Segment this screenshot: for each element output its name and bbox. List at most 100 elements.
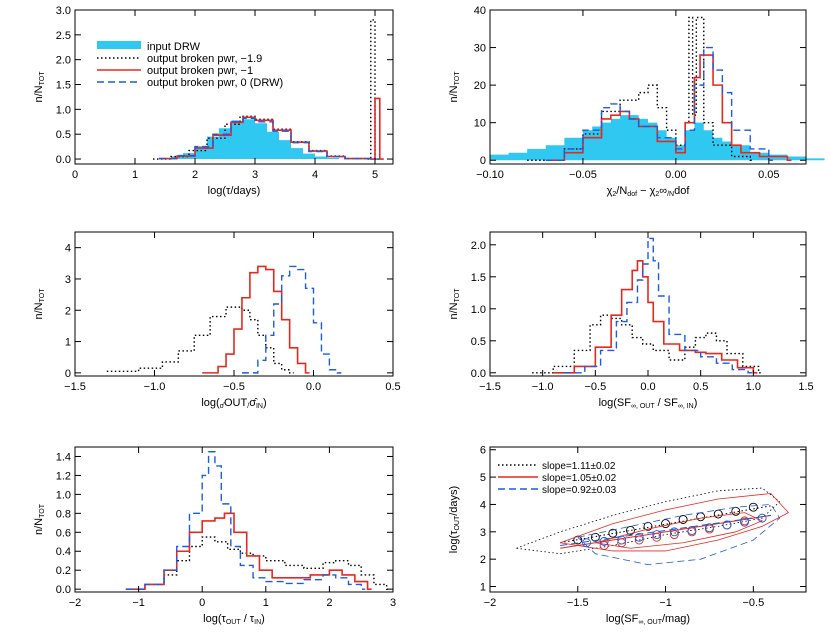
y-tick-label: 2: [480, 554, 486, 566]
y-tick-label: 1.0: [56, 104, 71, 116]
series-line-0: [532, 314, 763, 374]
axes-frame: [74, 9, 394, 165]
label-subscript: TOT: [39, 503, 46, 518]
series-line-2: [241, 265, 342, 374]
label-subscript: OUT: [226, 619, 242, 626]
series-line-1: [125, 512, 372, 590]
x-tick-label: 3: [390, 597, 396, 609]
label-subscript: 2: [655, 191, 659, 198]
axes-frame: [489, 9, 807, 165]
axes-frame: [74, 446, 394, 593]
label-subscript: IN: [254, 619, 261, 626]
y-tick-label: 3: [480, 527, 486, 539]
series-line-1: [553, 259, 758, 374]
x-tick-label: −1: [132, 597, 145, 609]
point-0-1: [590, 532, 600, 542]
y-tick-label: 0.0: [56, 154, 71, 166]
y-tick-label: 6: [480, 445, 486, 457]
legend-label: output broken pwr, 0 (DRW): [147, 77, 283, 89]
point-2-3: [634, 532, 644, 542]
y-axis-label: log(τOUT/days): [448, 486, 461, 553]
x-tick-label: 0.0: [640, 381, 655, 393]
y-tick-label: 0.2: [56, 565, 71, 577]
label-subscript: /N: [667, 191, 674, 198]
x-axis-label: log(τ/days): [208, 185, 261, 197]
x-tick-label: 1: [263, 597, 269, 609]
y-tick-label: 1: [480, 582, 486, 594]
y-tick-label: 40: [474, 5, 486, 17]
legend-label: slope=0.92±0.03: [542, 485, 617, 496]
label-subscript: IN: [256, 403, 263, 410]
point-2-1: [599, 536, 609, 546]
legend-label: input DRW: [147, 41, 201, 53]
y-tick-label: 0: [480, 155, 486, 167]
x-tick-label: 0: [199, 597, 205, 609]
y-axis-label: n/NTOT: [33, 503, 46, 535]
y-tick-label: 1.5: [56, 80, 71, 92]
fit-line-0: [560, 505, 771, 544]
point-0-10: [748, 502, 758, 512]
y-tick-label: 2.0: [471, 240, 486, 252]
label-subscript: 2: [612, 191, 616, 198]
y-tick-label: 2.5: [56, 30, 71, 42]
x-tick-label: 4: [312, 169, 318, 181]
label-text: log(SF: [599, 397, 632, 409]
x-tick-label: −2: [69, 597, 82, 609]
y-axis-label-group: n/NTOT: [33, 288, 46, 320]
series-line-2: [545, 54, 792, 162]
label-subscript: TOT: [39, 71, 46, 86]
point-1-0: [599, 541, 609, 550]
x-tick-label: −1: [659, 597, 672, 609]
point-2-6: [687, 525, 697, 535]
y-tick-label: 1.4: [56, 451, 71, 463]
y-tick-label: 2: [65, 305, 71, 317]
x-axis-label: log(σ̂OUT/σ̂IN): [201, 397, 266, 410]
y-tick-label: 4: [65, 243, 71, 255]
point-1-2: [634, 535, 644, 545]
x-tick-label: 2: [326, 597, 332, 609]
point-2-5: [669, 527, 679, 537]
x-axis-label: χ2/Ndof − χ2∞/Ndof: [607, 185, 691, 198]
y-axis-label: n/NTOT: [33, 71, 46, 103]
x-tick-label: 2: [192, 169, 198, 181]
label-subscript: TOT: [39, 288, 46, 303]
x-tick-label: −2: [484, 597, 497, 609]
point-1-3: [652, 532, 662, 542]
x-tick-label: 1.0: [746, 381, 761, 393]
point-0-7: [696, 512, 706, 522]
y-tick-label: 3.0: [56, 5, 71, 17]
label-text: σ̂: [249, 397, 258, 409]
y-tick-label: 30: [474, 43, 486, 55]
y-tick-label: 3: [65, 274, 71, 286]
label-text: log(τ: [203, 613, 226, 625]
point-1-4: [669, 530, 679, 539]
label-text: /days): [448, 486, 460, 516]
x-axis-label: log(SF∞, OUT/mag): [606, 613, 690, 626]
y-tick-label: 5: [480, 472, 486, 484]
y-tick-label: 0.0: [56, 584, 71, 596]
point-2-0: [582, 538, 592, 548]
label-subscript: TOT: [454, 288, 461, 303]
panel-5: −2 −1 0 1 2 3 0.0 0.2 0.4 0.6 0.8 1.0 1.2 1.4 log(τOUT…: [33, 446, 396, 626]
point-0-3: [625, 525, 635, 535]
point-1-1: [617, 538, 627, 548]
panel-6: −2 −1.5 −1 −0.5 1 2 3 4 5 6 log(SF∞, OUT/mag) log(τ…: [448, 445, 807, 626]
point-2-7: [704, 523, 714, 533]
label-subscript: ∞, IN: [678, 403, 694, 410]
series-line-2: [125, 451, 366, 590]
label-text: /mag): [662, 613, 690, 625]
y-axis-label-group: n/NTOT: [33, 71, 46, 103]
panel-1: 0 1 2 3 4 5 0.0 0.5 1.0 1.5 2.0 2.5 3.0 log(τ/days) n/…: [33, 5, 394, 197]
fit-line-2: [560, 514, 771, 546]
x-tick-label: −1.5: [479, 381, 501, 393]
y-tick-label: 1: [65, 337, 71, 349]
label-text: / SF: [655, 397, 679, 409]
legend-label: slope=1.11±0.02: [542, 461, 616, 472]
label-subscript: OUT: [454, 515, 461, 531]
x-tick-label: 1.5: [798, 381, 813, 393]
x-tick-label: 0.0: [306, 381, 321, 393]
axes-frame: [489, 446, 807, 593]
x-tick-label: −1.0: [144, 381, 166, 393]
